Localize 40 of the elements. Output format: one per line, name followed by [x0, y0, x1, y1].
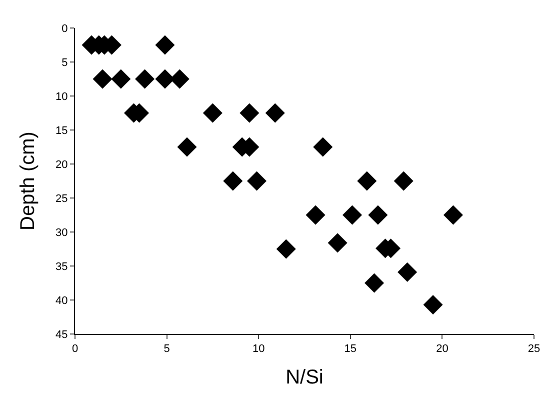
x-tick-label: 20: [436, 343, 448, 356]
y-tick-label: 30: [56, 226, 68, 239]
point: [398, 262, 418, 282]
point: [223, 171, 243, 191]
x-tick-label: 25: [528, 343, 540, 356]
point: [306, 205, 326, 225]
y-tick-label: 0: [62, 22, 68, 35]
x-tick-label: 0: [72, 343, 78, 356]
point: [342, 205, 362, 225]
y-tick-label: 35: [56, 260, 68, 273]
x-tick-label: 15: [344, 343, 357, 356]
point: [276, 239, 296, 259]
y-tick-label: 40: [56, 294, 68, 307]
point: [328, 233, 348, 253]
y-tick-label: 25: [56, 192, 68, 205]
point: [247, 171, 267, 191]
point: [135, 69, 155, 89]
point: [394, 171, 414, 191]
y-tick-label: 45: [56, 328, 68, 341]
x-axis-title: N/Si: [286, 366, 324, 389]
point: [155, 35, 175, 55]
x-tick-label: 5: [164, 343, 170, 356]
point: [364, 273, 384, 293]
point: [368, 205, 388, 225]
point: [357, 171, 377, 191]
point: [177, 137, 197, 157]
point: [92, 69, 112, 89]
y-tick-label: 5: [62, 56, 68, 69]
point: [423, 295, 443, 315]
point: [240, 103, 260, 123]
point: [265, 103, 285, 123]
y-axis-title: Depth (cm): [17, 132, 40, 230]
y-tick-label: 15: [56, 124, 68, 137]
x-tick-label: 10: [252, 343, 265, 356]
y-tick-label: 20: [56, 158, 68, 171]
point: [443, 205, 463, 225]
point: [202, 103, 222, 123]
y-tick-label: 10: [56, 90, 68, 103]
point: [111, 69, 131, 89]
point: [313, 137, 333, 157]
